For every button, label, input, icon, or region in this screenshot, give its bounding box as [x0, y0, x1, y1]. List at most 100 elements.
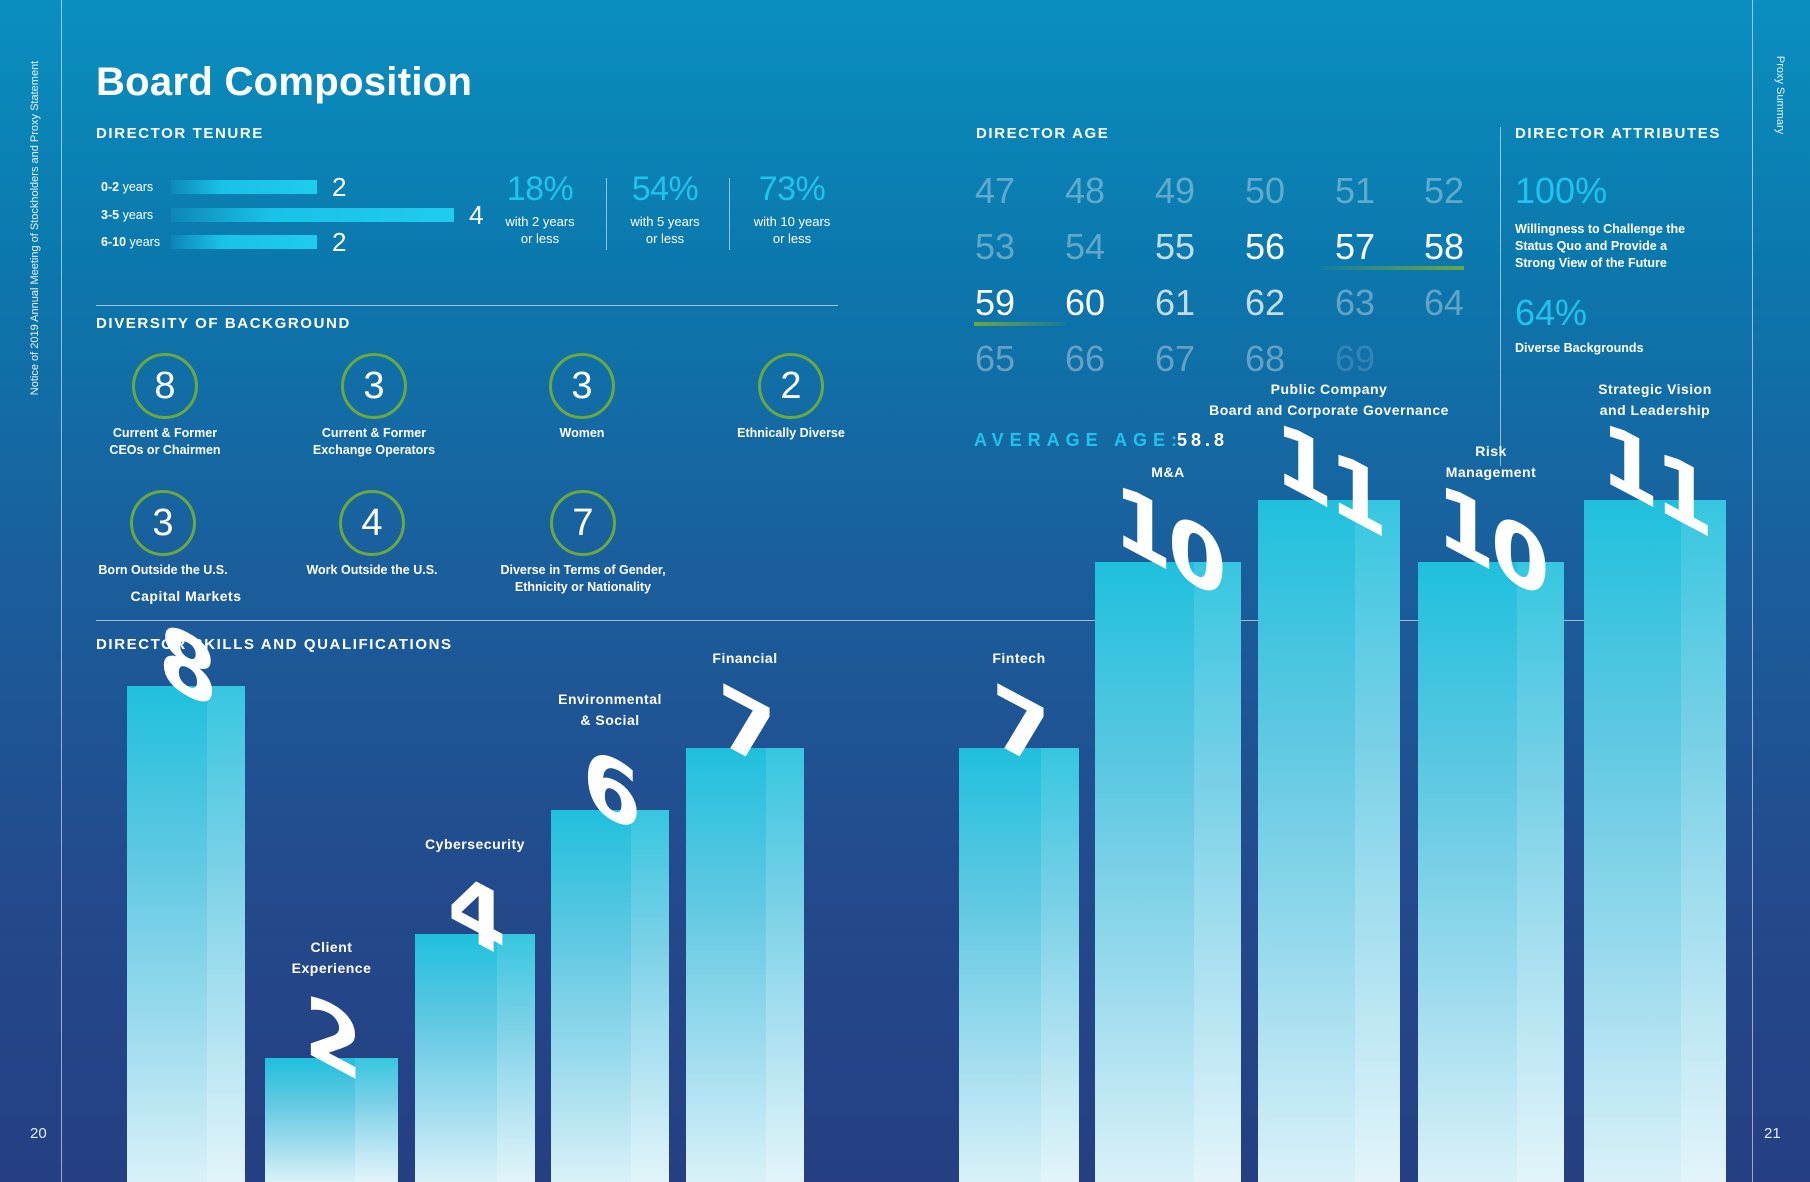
diversity-count: 3: [130, 490, 196, 556]
age-value: 61: [1154, 282, 1196, 323]
diversity-label: Born Outside the U.S.: [98, 563, 228, 577]
tenure-stat: 54% with 5 years or less: [605, 170, 725, 247]
attributes-heading: DIRECTOR ATTRIBUTES: [1515, 125, 1721, 142]
skill-category-label: Risk Management: [1351, 441, 1631, 483]
tenure-row: 3-5 years: [101, 205, 454, 225]
age-value: 62: [1244, 282, 1286, 323]
tenure-value: 2: [332, 227, 347, 257]
skill-category-label: Client Experience: [192, 937, 472, 979]
age-value: 58: [1423, 226, 1465, 267]
attribute-percent: 64%: [1515, 292, 1588, 333]
skill-category-line: Public Company: [1270, 381, 1388, 397]
tenure-unit: years: [122, 208, 154, 222]
diversity-count: 2: [758, 353, 824, 419]
skill-category-label: Cybersecurity: [335, 834, 615, 855]
skill-bar: [1258, 500, 1400, 1182]
age-value: 47: [974, 170, 1016, 211]
diversity-label: CEOs or Chairmen: [109, 443, 221, 457]
skill-category-line: Environmental: [558, 691, 662, 707]
attribute-label-line: Strong View of the Future: [1515, 256, 1667, 270]
skill-category-line: Experience: [291, 960, 372, 976]
diversity-item: 7 Diverse in Terms of Gender, Ethnicity o…: [493, 490, 673, 596]
skill-category-line: Fintech: [992, 650, 1046, 666]
tenure-stat-percent: 54%: [631, 170, 699, 208]
skill-category-line: and Leadership: [1599, 402, 1711, 418]
tenure-stat-percent: 18%: [506, 170, 574, 208]
age-value: 59: [974, 282, 1016, 323]
skill-bar: [959, 748, 1079, 1182]
right-margin-rule: [1752, 0, 1753, 1182]
age-value: 54: [1064, 226, 1106, 267]
skill-category-line: & Social: [580, 712, 640, 728]
attribute-label: Willingness to Challenge the Status Quo …: [1515, 221, 1685, 272]
tenure-stat-caption: with 5 years: [630, 214, 700, 229]
diversity-label: Current & Former: [321, 426, 427, 440]
divider: [729, 178, 730, 250]
skill-category-line: Client: [310, 939, 353, 955]
diversity-label: Exchange Operators: [312, 443, 436, 457]
skill-bar-shade: [1040, 748, 1079, 1182]
attribute-label-line: Willingness to Challenge the: [1515, 222, 1686, 236]
skill-category-label: Strategic Vision and Leadership: [1515, 379, 1795, 421]
tenure-range: 6-10: [101, 235, 127, 249]
age-value: 50: [1244, 170, 1286, 211]
age-value: 53: [974, 226, 1016, 267]
diversity-count: 8: [132, 353, 198, 419]
age-value: 63: [1334, 282, 1376, 323]
skill-category-label: Capital Markets: [46, 586, 326, 607]
age-value: 48: [1064, 170, 1106, 211]
tenure-unit: years: [129, 235, 161, 249]
tenure-bar: [171, 180, 317, 194]
tenure-value: 2: [332, 172, 347, 202]
skill-category-label: M&A: [1028, 462, 1308, 483]
age-highlight-underline: [974, 322, 1066, 326]
age-value: 68: [1244, 338, 1286, 379]
age-value: 49: [1154, 170, 1196, 211]
skill-bar-shade: [766, 748, 804, 1182]
age-value: 51: [1334, 170, 1376, 211]
page-number-right: 21: [1764, 1125, 1781, 1142]
tenure-range: 0-2: [101, 180, 120, 194]
attribute-label-line: Diverse Backgrounds: [1515, 341, 1644, 355]
tenure-value: 4: [469, 200, 484, 230]
skill-category-line: Board and Corporate Governance: [1209, 402, 1449, 418]
tenure-heading: DIRECTOR TENURE: [96, 125, 264, 142]
diversity-item: 3 Women: [492, 353, 672, 442]
skill-category-line: Strategic Vision: [1598, 381, 1712, 397]
skill-category-line: M&A: [1151, 464, 1185, 480]
skill-bar-shade: [355, 1058, 398, 1182]
attribute-label-line: Status Quo and Provide a: [1515, 239, 1668, 253]
diversity-count: 4: [339, 490, 405, 556]
skill-bar: [1095, 562, 1241, 1182]
skill-bar-shade: [1517, 562, 1564, 1182]
divider: [1500, 127, 1501, 466]
diversity-count: 7: [550, 490, 616, 556]
skill-category-label: Financial: [605, 648, 885, 669]
skill-category-label: Environmental & Social: [470, 689, 750, 731]
diversity-item: 4 Work Outside the U.S.: [282, 490, 462, 579]
diversity-label: Women: [559, 426, 605, 440]
tenure-unit: years: [122, 180, 154, 194]
tenure-range: 3-5: [101, 208, 120, 222]
tenure-bar: [171, 235, 317, 249]
left-margin-rule: [61, 0, 62, 1182]
age-value: 69: [1334, 338, 1376, 379]
diversity-item: 8 Current & Former CEOs or Chairmen: [75, 353, 255, 459]
skill-bar-shade: [1354, 500, 1400, 1182]
section-divider: [96, 305, 838, 306]
section-divider: [96, 620, 1726, 621]
tenure-stat-caption: with 2 years: [505, 214, 575, 229]
attribute-percent: 100%: [1515, 170, 1608, 211]
divider: [606, 178, 607, 250]
skill-category-line: Capital Markets: [130, 588, 242, 604]
skill-bar-shade: [1680, 500, 1726, 1182]
skill-bar: [415, 934, 535, 1182]
age-heading: DIRECTOR AGE: [976, 125, 1110, 142]
skill-category-label: Fintech: [879, 648, 1159, 669]
attribute-label: Diverse Backgrounds: [1515, 340, 1644, 357]
average-age-label: AVERAGE AGE:: [974, 430, 1184, 450]
tenure-stat-caption: or less: [772, 231, 812, 246]
tenure-row: 6-10 years: [101, 232, 317, 252]
skill-bar: [1584, 500, 1726, 1182]
age-value: 67: [1154, 338, 1196, 379]
